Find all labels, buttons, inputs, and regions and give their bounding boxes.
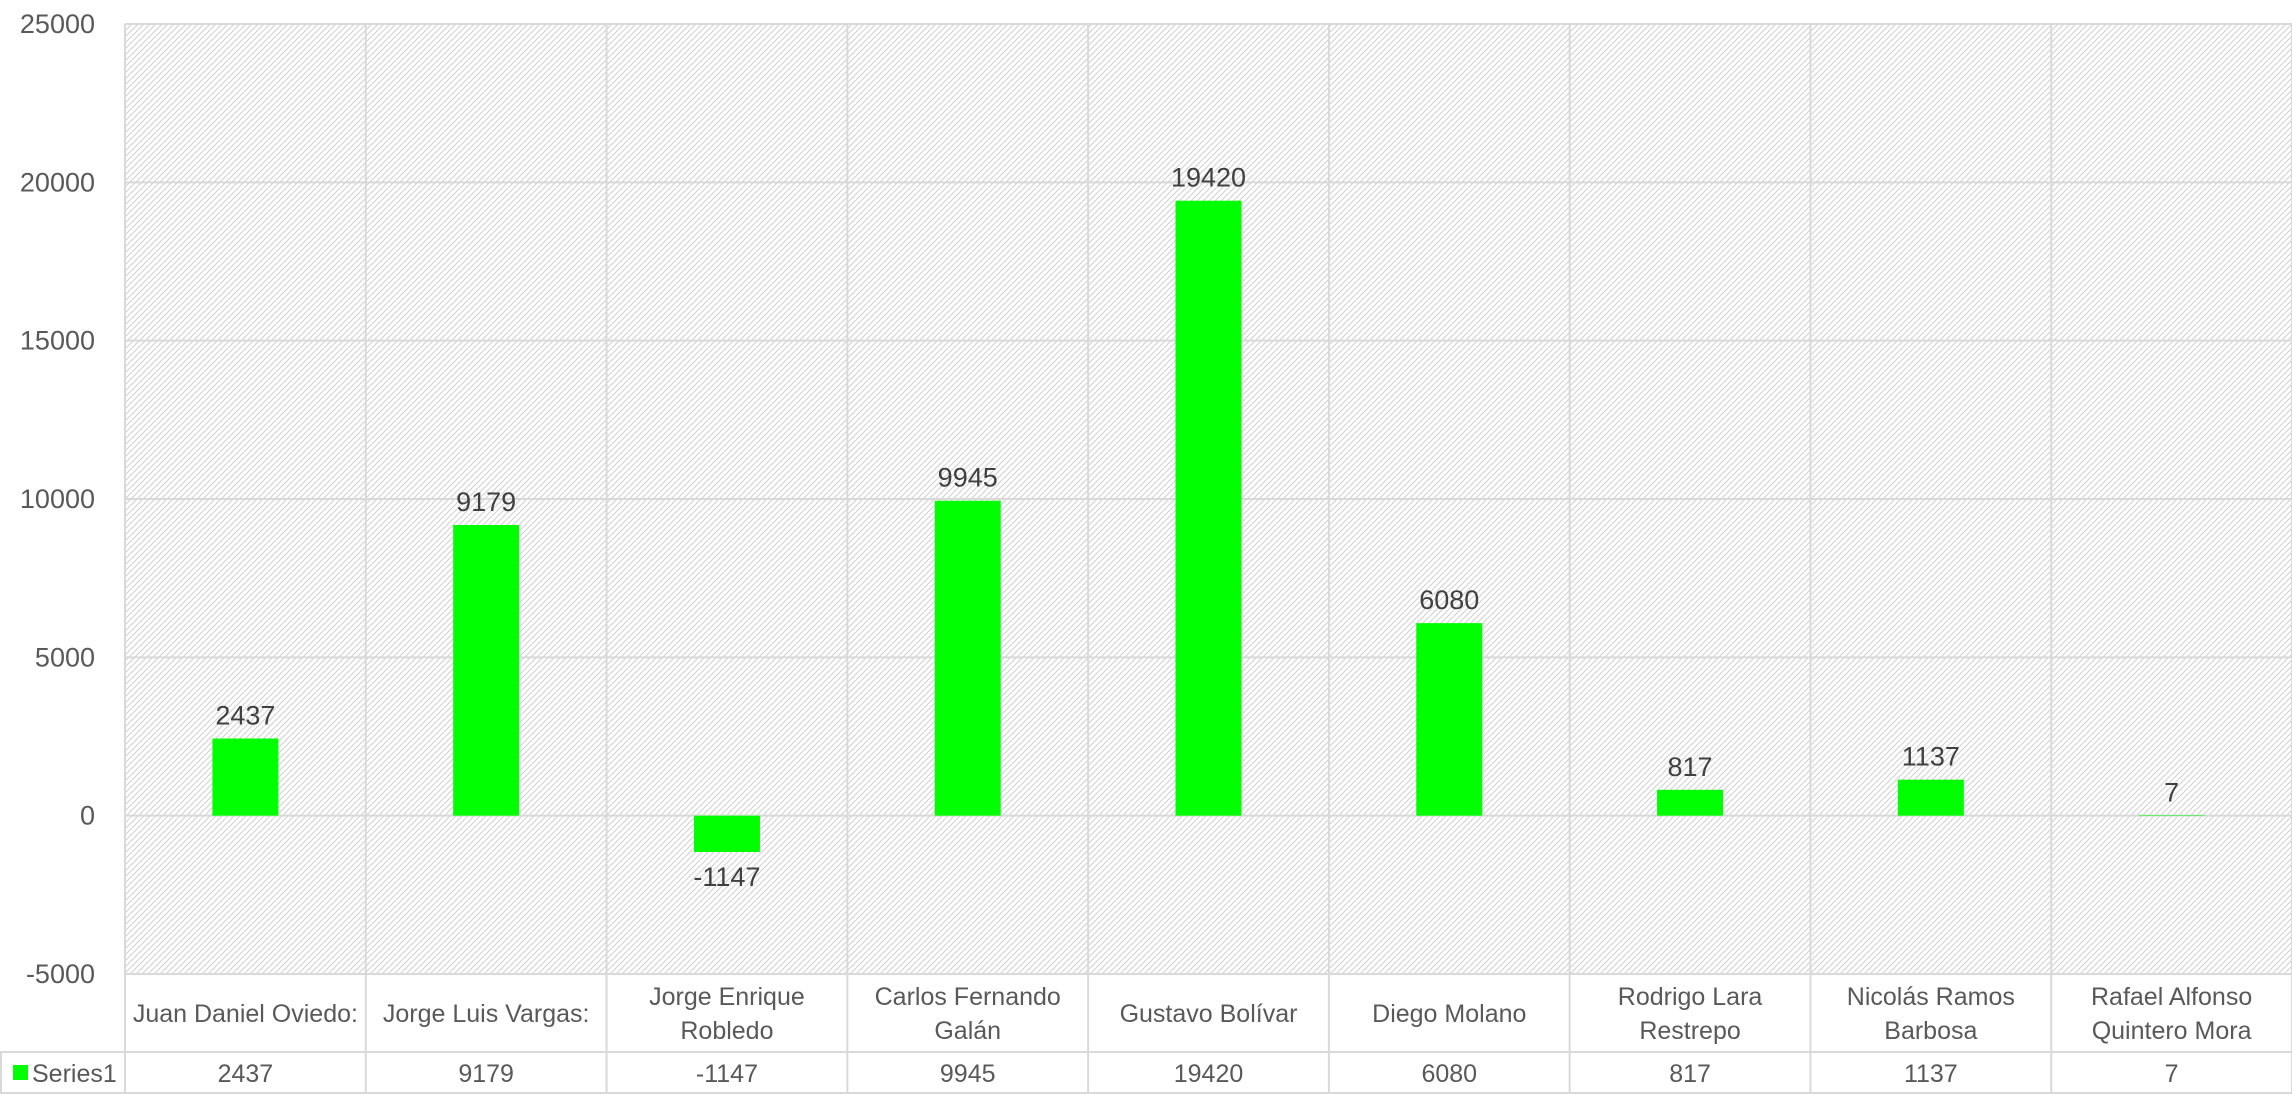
data-labels: 2437 9179 -1147 9945 19420 6080 817 1137 7 — [215, 163, 2179, 892]
bars — [212, 200, 2205, 852]
bar — [693, 815, 760, 852]
bar — [934, 500, 1001, 816]
category-label: Diego Molano — [1372, 1000, 1526, 1028]
data-label: 6080 — [1419, 585, 1479, 615]
y-tick-label: -5000 — [26, 959, 95, 989]
table-value: 19420 — [1174, 1060, 1244, 1088]
category-label: Juan Daniel Oviedo: — [133, 1000, 358, 1028]
data-table: Juan Daniel Oviedo: 2437 Jorge Luis Vargas… — [13, 983, 2252, 1088]
category-label: Galán — [934, 1017, 1001, 1045]
category-label: Gustavo Bolívar — [1120, 1000, 1298, 1028]
y-tick-label: 10000 — [20, 484, 95, 514]
bar — [1175, 200, 1242, 816]
category-label: Quintero Mora — [2092, 1017, 2252, 1045]
y-tick-label: 0 — [80, 801, 95, 831]
y-tick-label: 15000 — [20, 326, 95, 356]
legend-key — [13, 1065, 28, 1080]
y-tick-label: 20000 — [20, 167, 95, 197]
data-label: -1147 — [693, 862, 760, 892]
data-label: 19420 — [1171, 163, 1246, 193]
table-value: -1147 — [696, 1060, 758, 1088]
data-label: 9179 — [456, 487, 516, 517]
category-label: Barbosa — [1884, 1017, 1977, 1045]
table-value: 9179 — [458, 1060, 514, 1088]
category-label: Jorge Luis Vargas: — [383, 1000, 590, 1028]
bar — [212, 738, 279, 816]
table-value: 9945 — [940, 1060, 996, 1088]
y-tick-label: 25000 — [20, 9, 95, 39]
y-axis: 25000 20000 15000 10000 5000 0 -5000 — [20, 9, 95, 989]
category-label: Nicolás Ramos — [1847, 983, 2015, 1011]
bar — [1416, 623, 1483, 816]
category-label: Jorge Enrique — [649, 983, 805, 1011]
data-label: 7 — [2164, 777, 2179, 807]
data-label: 2437 — [215, 700, 275, 730]
table-value: 817 — [1669, 1060, 1711, 1088]
data-label: 1137 — [1902, 742, 1960, 772]
table-value: 1137 — [1904, 1060, 1958, 1088]
bar — [1897, 779, 1964, 816]
data-label: 9945 — [938, 463, 998, 493]
data-label: 817 — [1668, 752, 1713, 782]
category-label: Rafael Alfonso — [2091, 983, 2252, 1011]
category-label: Robledo — [680, 1017, 773, 1045]
y-tick-label: 5000 — [35, 642, 95, 672]
category-label: Restrepo — [1639, 1017, 1740, 1045]
bar — [2138, 815, 2205, 816]
category-label: Carlos Fernando — [875, 983, 1061, 1011]
table-value: 6080 — [1421, 1060, 1477, 1088]
table-value: 2437 — [218, 1060, 274, 1088]
series-label: Series1 — [32, 1060, 117, 1088]
category-label: Rodrigo Lara — [1618, 983, 1763, 1011]
table-value: 7 — [2165, 1060, 2179, 1088]
bar — [453, 524, 520, 816]
bar — [1657, 789, 1724, 816]
